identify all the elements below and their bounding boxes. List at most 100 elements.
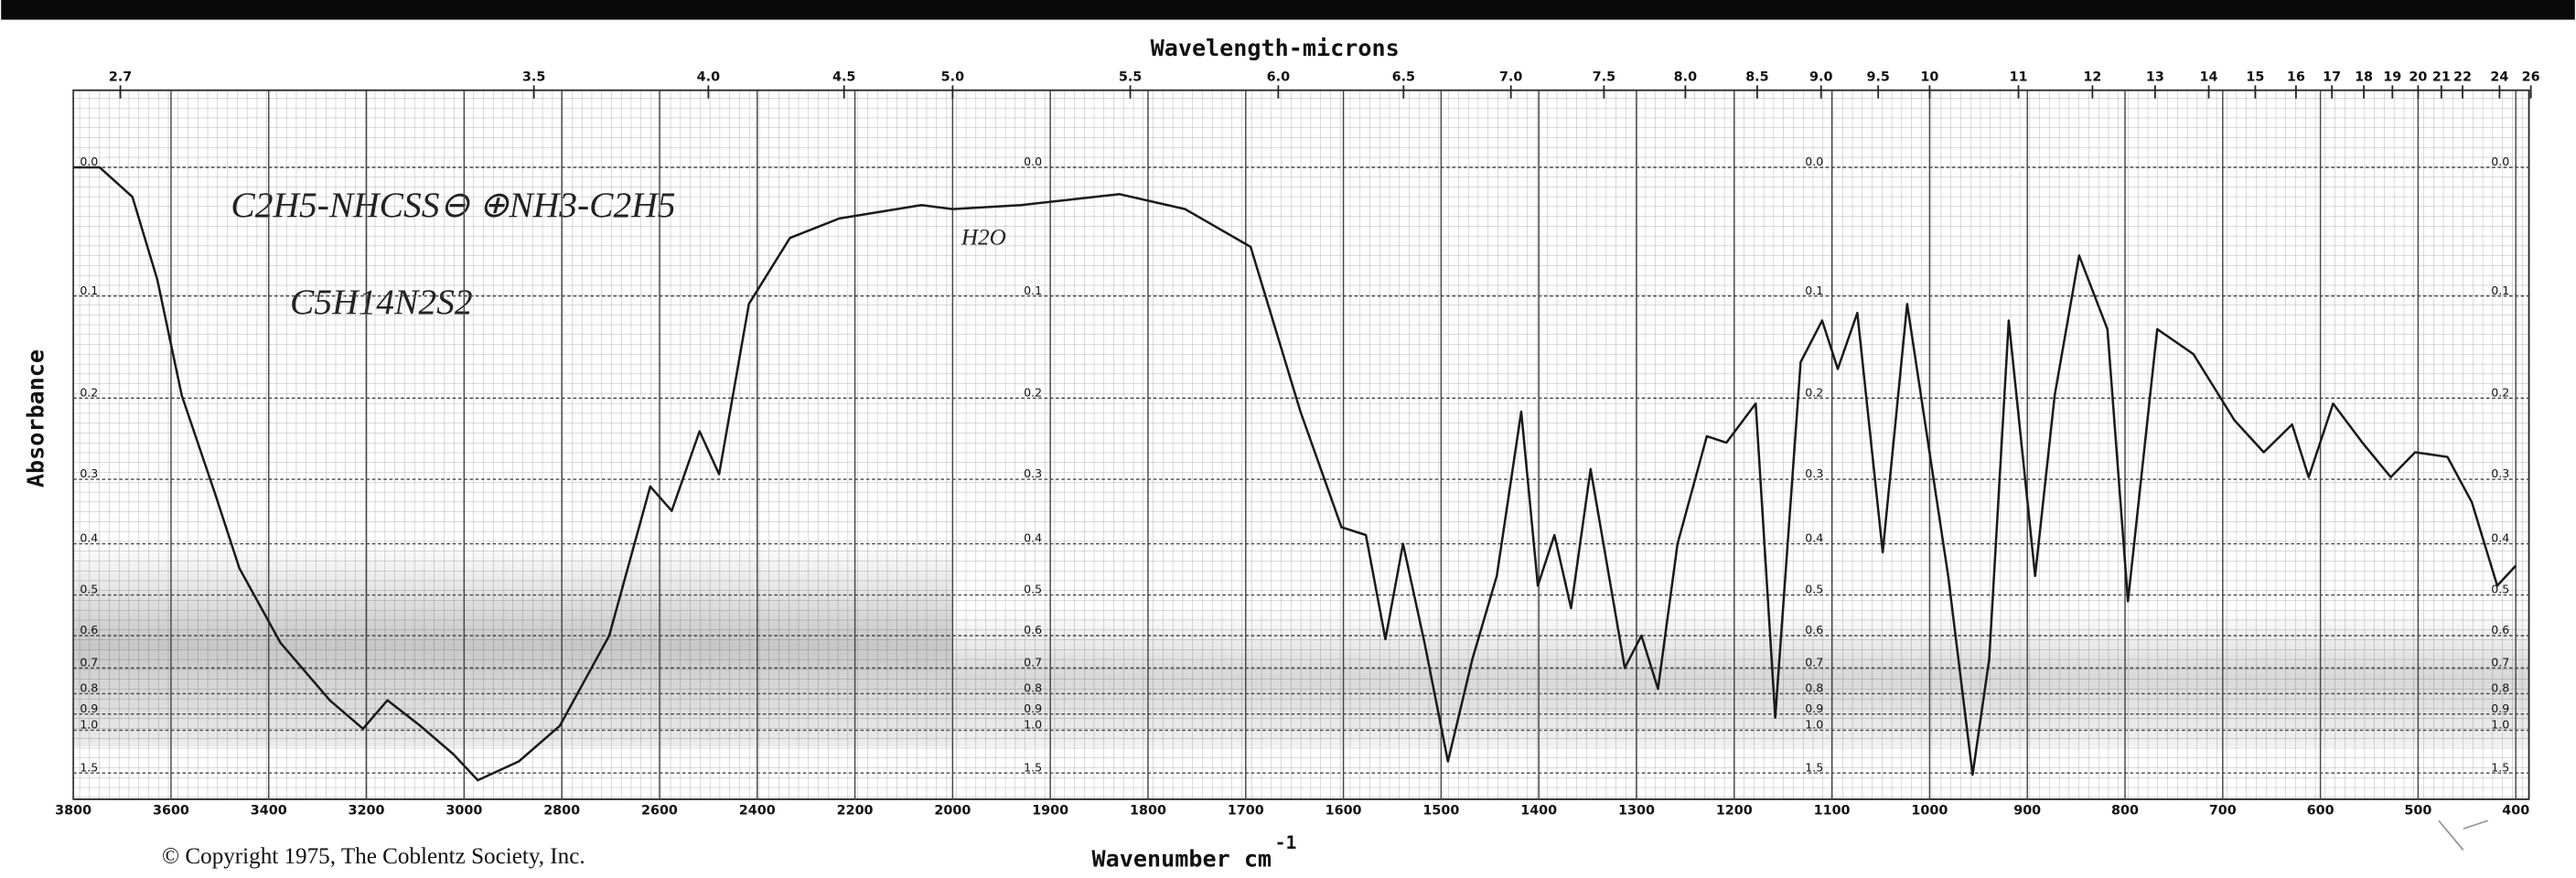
y-tick-label: 0.6 (1024, 623, 1042, 637)
y-tick-label: 0.9 (1805, 701, 1823, 715)
x-tick-label: 1700 (1228, 803, 1264, 818)
y-tick-label: 1.5 (80, 760, 98, 774)
x2-tick-label: 7.0 (1499, 70, 1522, 84)
x-tick-label: 1100 (1814, 803, 1851, 818)
y-tick-label: 1.0 (2491, 718, 2509, 732)
x2-tick-label: 15 (2246, 70, 2264, 84)
y-tick-label: 0.6 (1805, 623, 1823, 637)
x-tick-label: 1500 (1422, 803, 1459, 818)
x2-tick-label: 6.5 (1392, 70, 1415, 84)
x-tick-label: 3800 (55, 803, 91, 818)
x-tick-label: 1600 (1326, 803, 1362, 818)
x-axis-title-superscript: -1 (1275, 832, 1297, 853)
y-tick-label: 0.9 (80, 701, 98, 715)
x-tick-label: 600 (2307, 803, 2334, 818)
x2-tick-label: 9.0 (1809, 70, 1832, 84)
y-tick-label: 1.5 (2491, 760, 2509, 774)
x-tick-label: 1900 (1032, 803, 1068, 818)
x-tick-label: 700 (2209, 803, 2237, 818)
x2-tick-label: 4.0 (697, 70, 720, 84)
x2-tick-label: 26 (2522, 70, 2540, 84)
x2-tick-label: 21 (2432, 70, 2451, 84)
x-tick-label: 500 (2404, 803, 2431, 818)
y-tick-label: 0.6 (2491, 623, 2509, 637)
y-tick-label: 0.5 (1024, 583, 1042, 596)
x-tick-label: 900 (2013, 803, 2041, 818)
y-tick-label: 0.8 (1024, 681, 1042, 695)
x2-tick-label: 19 (2383, 70, 2401, 84)
y-tick-label: 0.2 (1024, 385, 1042, 399)
y-tick-label: 0.5 (80, 583, 98, 596)
x-tick-label: 800 (2111, 803, 2139, 818)
x2-tick-label: 9.5 (1866, 70, 1889, 84)
x-tick-label: 1300 (1618, 803, 1655, 818)
x-tick-label: 3000 (445, 803, 482, 818)
y-tick-label: 0.4 (80, 531, 98, 545)
x2-tick-label: 4.5 (832, 70, 855, 84)
shading (952, 606, 2529, 747)
y-tick-label: 0.7 (1805, 655, 1823, 669)
y-tick-label: 0.8 (1805, 681, 1823, 695)
x-tick-label: 1200 (1716, 803, 1753, 818)
annotation: C2H5-NHCSS⊖ ⊕NH3-C2H5 (231, 185, 675, 225)
x2-tick-label: 11 (2010, 70, 2028, 84)
x2-tick-label: 12 (2083, 70, 2101, 84)
y-tick-label: 0.4 (1805, 531, 1823, 545)
y-tick-label: 0.0 (80, 155, 98, 168)
y-tick-label: 0.9 (2491, 701, 2509, 715)
x-axis-title: Wavenumber cm (1092, 845, 1272, 872)
y-tick-label: 0.5 (1805, 583, 1823, 596)
y-tick-label: 0.0 (2491, 155, 2509, 168)
y-tick-label: 0.1 (1805, 284, 1823, 297)
x-tick-label: 400 (2502, 803, 2529, 818)
x-tick-label: 3600 (153, 803, 189, 818)
y-tick-label: 0.3 (1024, 466, 1042, 480)
annotation: H2O (961, 226, 1006, 251)
y-tick-label: 0.3 (2491, 466, 2509, 480)
x-tick-label: 1400 (1520, 803, 1557, 818)
x-tick-label: 1000 (1911, 803, 1948, 818)
x-tick-label: 3400 (251, 803, 287, 818)
x2-tick-label: 8.5 (1745, 70, 1768, 84)
y-tick-label: 0.4 (1024, 531, 1042, 545)
x2-tick-label: 18 (2355, 70, 2373, 84)
y-tick-label: 0.2 (1805, 385, 1823, 399)
y-tick-label: 0.2 (80, 385, 98, 399)
y-tick-label: 1.0 (1024, 718, 1042, 732)
x2-tick-label: 7.5 (1593, 70, 1615, 84)
y-tick-label: 0.9 (1024, 701, 1042, 715)
y-tick-label: 1.0 (80, 718, 98, 732)
shading (73, 541, 953, 747)
y-tick-label: 0.3 (80, 466, 98, 480)
x2-tick-label: 6.0 (1267, 70, 1290, 84)
y-tick-label: 0.7 (80, 655, 98, 669)
x-tick-label: 2400 (739, 803, 776, 818)
y-tick-label: 0.2 (2491, 385, 2509, 399)
y-tick-label: 0.1 (80, 284, 98, 297)
x2-tick-label: 10 (1920, 70, 1938, 84)
y-tick-label: 0.8 (80, 681, 98, 695)
y-tick-label: 0.1 (2491, 284, 2509, 297)
top-axis-title: Wavelength-microns (1151, 35, 1400, 61)
y-tick-label: 0.4 (2491, 531, 2509, 545)
x2-tick-label: 13 (2146, 70, 2164, 84)
y-tick-label: 0.3 (1805, 466, 1823, 480)
y-tick-label: 1.5 (1805, 760, 1823, 774)
x-tick-label: 2200 (837, 803, 874, 818)
x2-tick-label: 2.7 (109, 70, 132, 84)
x2-tick-label: 5.5 (1119, 70, 1142, 84)
x-tick-label: 3200 (349, 803, 385, 818)
x2-tick-label: 22 (2453, 70, 2472, 84)
y-tick-label: 0.5 (2491, 583, 2509, 596)
y-tick-label: 0.6 (80, 623, 98, 637)
x2-tick-label: 16 (2287, 70, 2305, 84)
x-tick-label: 1800 (1130, 803, 1166, 818)
y-tick-label: 0.1 (1024, 284, 1042, 297)
x-tick-label: 2600 (641, 803, 678, 818)
x2-tick-label: 14 (2200, 70, 2218, 84)
x-tick-label: 2800 (543, 803, 580, 818)
top-bar (1, 0, 2575, 20)
y-axis-title: Absorbance (23, 349, 49, 487)
y-tick-label: 0.7 (2491, 655, 2509, 669)
